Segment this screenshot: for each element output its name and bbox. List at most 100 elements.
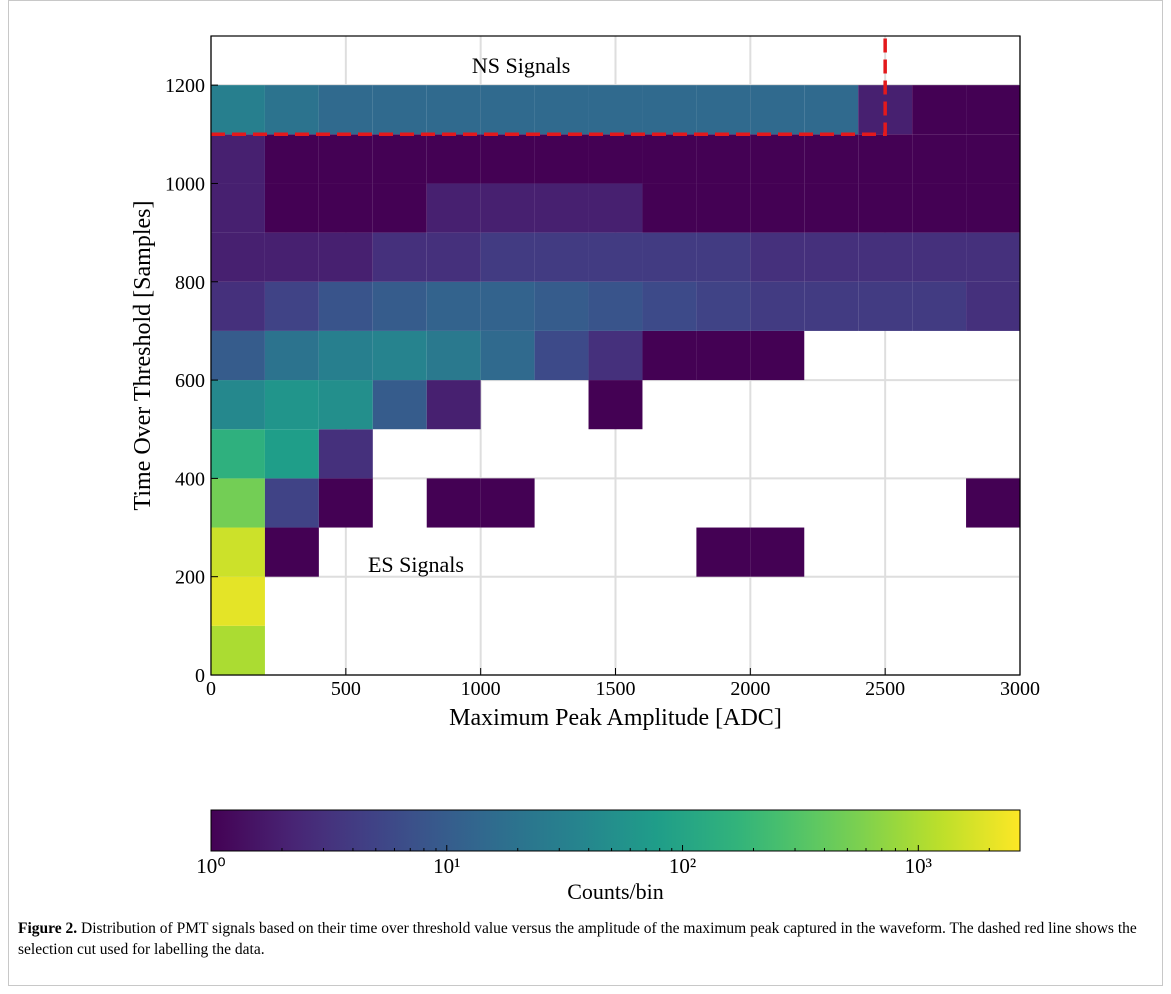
heatmap-cell <box>372 134 427 184</box>
heatmap-cell <box>264 330 319 381</box>
heatmap-cell <box>696 232 751 282</box>
y-tick-label: 400 <box>175 468 205 490</box>
colorbar-tick-label: 10³ <box>905 854 932 878</box>
y-tick-label: 600 <box>175 370 205 392</box>
heatmap-cell <box>966 183 1020 233</box>
heatmap-cell <box>696 183 751 233</box>
heatmap-cell <box>588 85 643 135</box>
heatmap-cell <box>696 134 751 184</box>
heatmap-cell <box>696 85 751 135</box>
heatmap-cell <box>588 232 643 282</box>
heatmap-cell <box>750 85 805 135</box>
heatmap-cell <box>858 134 913 184</box>
y-tick-label: 200 <box>175 567 205 589</box>
heatmap-cell <box>642 281 697 331</box>
heatmap-cell <box>264 85 319 135</box>
heatmap-cell <box>372 281 427 331</box>
heatmap-cell <box>372 183 427 233</box>
heatmap-cell <box>211 429 265 479</box>
heatmap-cell <box>264 183 319 233</box>
x-tick-label: 2500 <box>865 678 905 700</box>
heatmap-cell <box>480 281 535 331</box>
heatmap-cell <box>372 232 427 282</box>
heatmap-cell <box>264 232 319 282</box>
heatmap-cell <box>480 183 535 233</box>
heatmap-cell <box>696 527 751 577</box>
heatmap-cell <box>588 380 643 430</box>
colorbar-tick-label: 10¹ <box>433 854 460 878</box>
heatmap-cell <box>642 85 697 135</box>
heatmap-cell <box>480 85 535 135</box>
caption-label: Figure 2. <box>18 920 78 937</box>
heatmap-cell <box>318 134 373 184</box>
heatmap-cell <box>966 85 1020 135</box>
figure-border <box>8 0 1163 986</box>
heatmap-cell <box>318 380 373 430</box>
colorbar-tick-label: 10² <box>669 854 696 878</box>
heatmap-cell <box>372 85 427 135</box>
heatmap-cell <box>642 330 697 381</box>
y-tick-label: 1200 <box>165 75 205 97</box>
heatmap-cell <box>426 134 481 184</box>
heatmap-cell <box>966 281 1020 331</box>
heatmap-cell <box>318 330 373 381</box>
heatmap-cell <box>264 478 319 528</box>
heatmap-cell <box>264 429 319 479</box>
heatmap-cell <box>912 134 967 184</box>
y-tick-label: 1000 <box>165 173 205 195</box>
colorbar-tick-label: 10⁰ <box>196 854 225 878</box>
heatmap-cell <box>211 232 265 282</box>
heatmap-cell <box>534 85 589 135</box>
heatmap-cell <box>264 134 319 184</box>
heatmap-cell <box>211 85 265 135</box>
heatmap-cell <box>534 281 589 331</box>
heatmap-cell <box>211 625 265 675</box>
heatmap-cell <box>858 281 913 331</box>
heatmap-cell <box>750 527 805 577</box>
x-tick-label: 0 <box>206 678 216 700</box>
heatmap-cell <box>318 232 373 282</box>
heatmap-cell <box>912 232 967 282</box>
heatmap-cell <box>211 330 265 381</box>
heatmap-cell <box>588 183 643 233</box>
heatmap-cell <box>426 85 481 135</box>
cut-line <box>211 36 887 137</box>
heatmap-cell <box>750 330 805 381</box>
heatmap-cell <box>211 281 265 331</box>
y-axis-label: Time Over Threshold [Samples] <box>130 201 156 511</box>
heatmap-cell <box>966 134 1020 184</box>
heatmap-cell <box>264 281 319 331</box>
heatmap-cell <box>966 232 1020 282</box>
heatmap-cell <box>318 281 373 331</box>
heatmap-cell <box>211 183 265 233</box>
x-tick-label: 2000 <box>730 678 770 700</box>
heatmap-cell <box>264 527 319 577</box>
heatmap-cell <box>534 330 589 381</box>
heatmap-cell <box>534 232 589 282</box>
heatmap-cell <box>588 134 643 184</box>
colorbar <box>210 809 1021 852</box>
heatmap-cell <box>588 330 643 381</box>
x-tick-label: 500 <box>331 678 361 700</box>
heatmap-cell <box>480 232 535 282</box>
heatmap-cell <box>858 183 913 233</box>
colorbar-label: Counts/bin <box>567 879 664 904</box>
heatmap-cell <box>804 183 859 233</box>
caption: Figure 2. Distribution of PMT signals ba… <box>18 918 1148 960</box>
heatmap-cell <box>642 232 697 282</box>
heatmap-cell <box>318 478 373 528</box>
heatmap-cell <box>480 330 535 381</box>
heatmap-cell <box>534 183 589 233</box>
heatmap-cell <box>804 134 859 184</box>
heatmap-cell <box>372 380 427 430</box>
heatmap-cell <box>480 134 535 184</box>
heatmap-cell <box>750 183 805 233</box>
y-tick-label: 0 <box>195 665 205 687</box>
heatmap-cell <box>318 429 373 479</box>
heatmap-cell <box>264 380 319 430</box>
heatmap-cell <box>912 183 967 233</box>
heatmap-cell <box>426 478 481 528</box>
heatmap-cell <box>858 232 913 282</box>
heatmap-cell <box>534 134 589 184</box>
